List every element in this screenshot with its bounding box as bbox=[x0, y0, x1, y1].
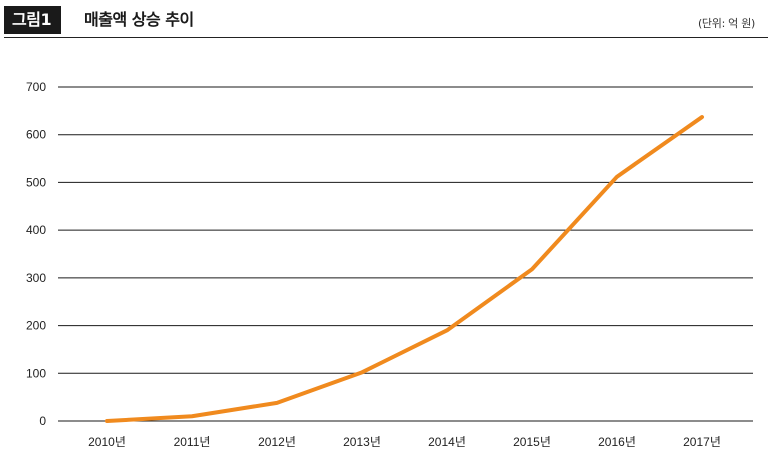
data-point bbox=[275, 401, 279, 405]
data-point bbox=[445, 328, 449, 332]
data-point bbox=[700, 115, 704, 119]
x-tick-label: 2016년 bbox=[598, 435, 636, 449]
y-tick-label: 700 bbox=[26, 80, 46, 94]
data-point bbox=[190, 414, 194, 418]
y-tick-label: 500 bbox=[26, 175, 46, 189]
x-axis-ticks: 2010년 2011년 2012년 2013년 2014년 2015년 2016년 2017년 bbox=[88, 435, 721, 449]
figure-number-tag: 그림1 bbox=[4, 6, 62, 34]
y-tick-label: 300 bbox=[26, 271, 46, 285]
x-tick-label: 2010년 bbox=[88, 435, 126, 449]
y-tick-label: 0 bbox=[39, 414, 46, 428]
x-tick-label: 2012년 bbox=[258, 435, 296, 449]
y-tick-label: 100 bbox=[26, 366, 46, 380]
gridlines bbox=[58, 86, 753, 422]
y-tick-label: 200 bbox=[26, 319, 46, 333]
header-rule bbox=[4, 37, 768, 38]
x-tick-label: 2013년 bbox=[343, 435, 381, 449]
x-tick-label: 2015년 bbox=[513, 435, 551, 449]
x-tick-label: 2014년 bbox=[428, 435, 466, 449]
data-point bbox=[530, 267, 534, 271]
y-axis-ticks: 0 100 200 300 400 500 600 700 bbox=[26, 80, 46, 428]
y-tick-label: 400 bbox=[26, 223, 46, 237]
x-tick-label: 2017년 bbox=[683, 435, 721, 449]
series-line bbox=[105, 115, 704, 423]
figure-header: 그림1 매출액 상승 추이 (단위: 억 원) bbox=[0, 0, 773, 40]
chart-title: 매출액 상승 추이 bbox=[84, 10, 194, 29]
data-point bbox=[615, 175, 619, 179]
unit-label: (단위: 억 원) bbox=[697, 17, 755, 30]
y-tick-label: 600 bbox=[26, 128, 46, 142]
data-point bbox=[105, 419, 109, 423]
series-layer bbox=[105, 115, 704, 423]
x-tick-label: 2011년 bbox=[174, 435, 211, 449]
data-point bbox=[360, 370, 364, 374]
